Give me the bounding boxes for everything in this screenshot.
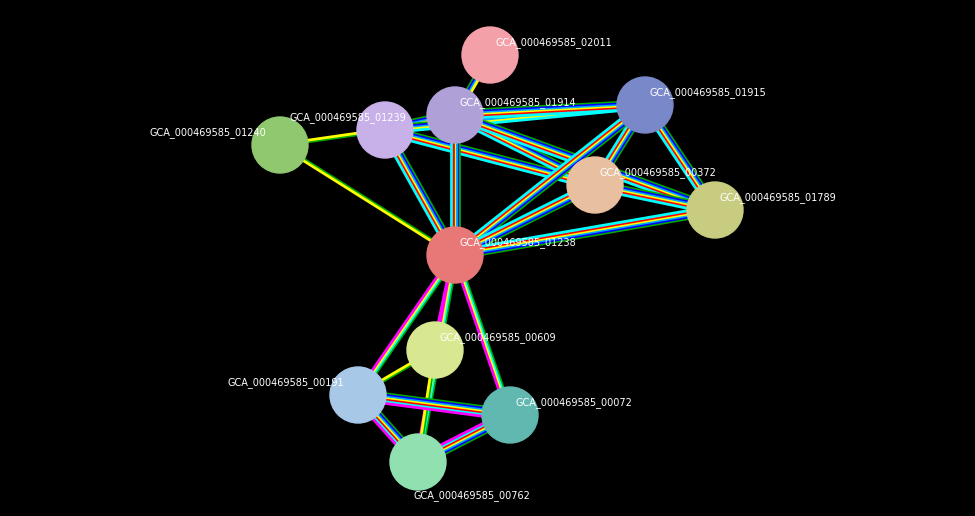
Circle shape bbox=[567, 157, 623, 213]
Circle shape bbox=[407, 322, 463, 378]
Text: GCA_000469585_01240: GCA_000469585_01240 bbox=[150, 127, 267, 138]
Circle shape bbox=[390, 434, 446, 490]
Text: GCA_000469585_02011: GCA_000469585_02011 bbox=[495, 37, 611, 48]
Circle shape bbox=[687, 182, 743, 238]
Circle shape bbox=[357, 102, 413, 158]
Text: GCA_000469585_00072: GCA_000469585_00072 bbox=[515, 397, 632, 408]
Text: GCA_000469585_00191: GCA_000469585_00191 bbox=[228, 377, 344, 388]
Text: GCA_000469585_01238: GCA_000469585_01238 bbox=[460, 237, 577, 248]
Circle shape bbox=[617, 77, 673, 133]
Text: GCA_000469585_00762: GCA_000469585_00762 bbox=[413, 490, 529, 501]
Text: GCA_000469585_01789: GCA_000469585_01789 bbox=[720, 192, 837, 203]
Text: GCA_000469585_00609: GCA_000469585_00609 bbox=[440, 332, 557, 343]
Circle shape bbox=[427, 87, 483, 143]
Text: GCA_000469585_00372: GCA_000469585_00372 bbox=[600, 167, 717, 178]
Circle shape bbox=[462, 27, 518, 83]
Circle shape bbox=[482, 387, 538, 443]
Circle shape bbox=[330, 367, 386, 423]
Circle shape bbox=[252, 117, 308, 173]
Text: GCA_000469585_01915: GCA_000469585_01915 bbox=[650, 87, 766, 98]
Circle shape bbox=[427, 227, 483, 283]
Text: GCA_000469585_01914: GCA_000469585_01914 bbox=[460, 97, 576, 108]
Text: GCA_000469585_01239: GCA_000469585_01239 bbox=[290, 112, 407, 123]
